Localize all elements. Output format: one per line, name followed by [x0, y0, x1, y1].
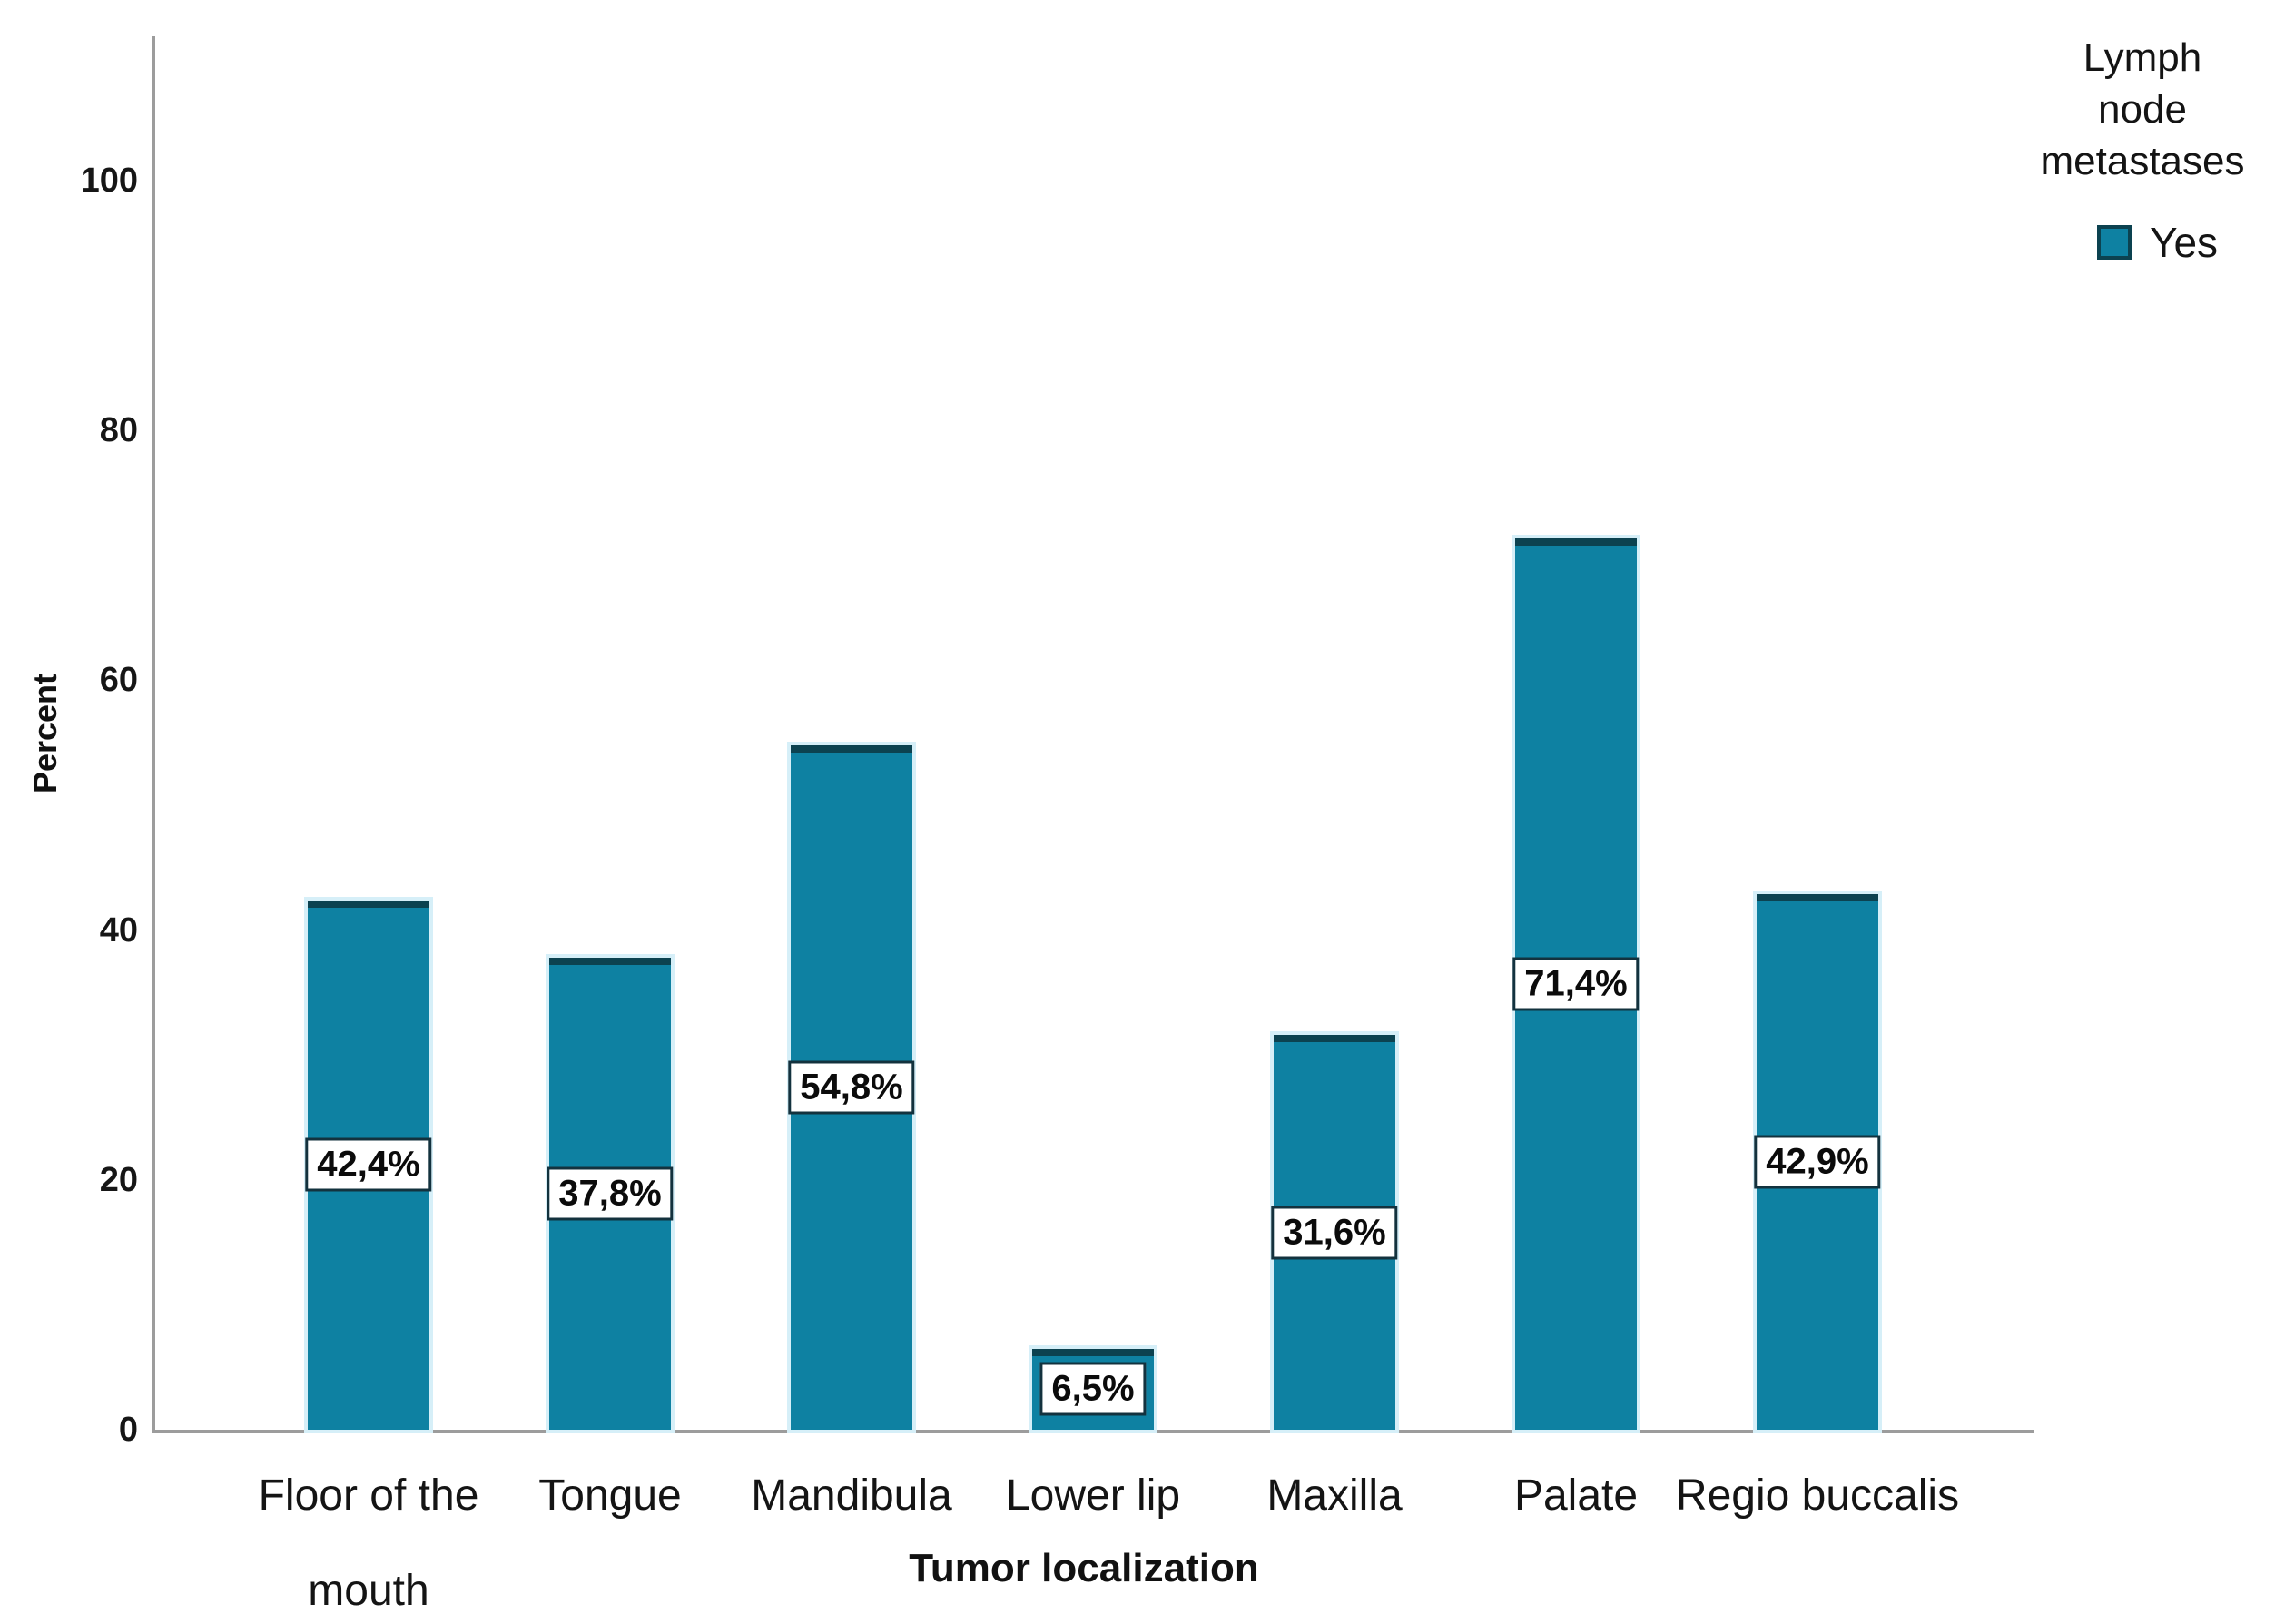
- category-label: Lower lip: [1005, 1471, 1181, 1520]
- bar-value-label: 31,6%: [1271, 1206, 1398, 1260]
- y-tick-label: 80: [99, 411, 138, 450]
- legend-title: Lymph node metastases: [2040, 35, 2245, 183]
- category-label: Maxilla: [1266, 1471, 1403, 1520]
- legend-swatch-icon: [2097, 225, 2132, 260]
- bar-value-label: 71,4%: [1512, 957, 1640, 1011]
- bar-value-label: 42,4%: [305, 1137, 432, 1192]
- bar-value-label: 42,9%: [1754, 1135, 1881, 1189]
- category-label: Floor of the mouth: [258, 1471, 479, 1615]
- category-label: Regio buccalis: [1675, 1471, 1960, 1520]
- category-label: Tongue: [538, 1471, 682, 1520]
- x-axis-line: [152, 1430, 2034, 1433]
- bar-value-label: 37,8%: [547, 1166, 674, 1221]
- y-tick-label: 60: [99, 661, 138, 700]
- legend-item: Yes: [2097, 218, 2218, 267]
- y-tick-label: 0: [118, 1411, 138, 1449]
- y-tick-label: 20: [99, 1160, 138, 1199]
- y-axis-title: Percent: [26, 673, 64, 794]
- x-axis-title: Tumor localization: [909, 1546, 1259, 1590]
- bar-value-label: 6,5%: [1039, 1362, 1147, 1416]
- legend-item-label: Yes: [2150, 219, 2219, 266]
- y-axis-line: [152, 36, 155, 1433]
- category-label: Palate: [1513, 1471, 1639, 1520]
- y-tick-label: 100: [80, 162, 138, 200]
- bar-value-label: 54,8%: [788, 1060, 915, 1115]
- y-tick-label: 40: [99, 910, 138, 950]
- category-label: Mandibula: [751, 1471, 952, 1520]
